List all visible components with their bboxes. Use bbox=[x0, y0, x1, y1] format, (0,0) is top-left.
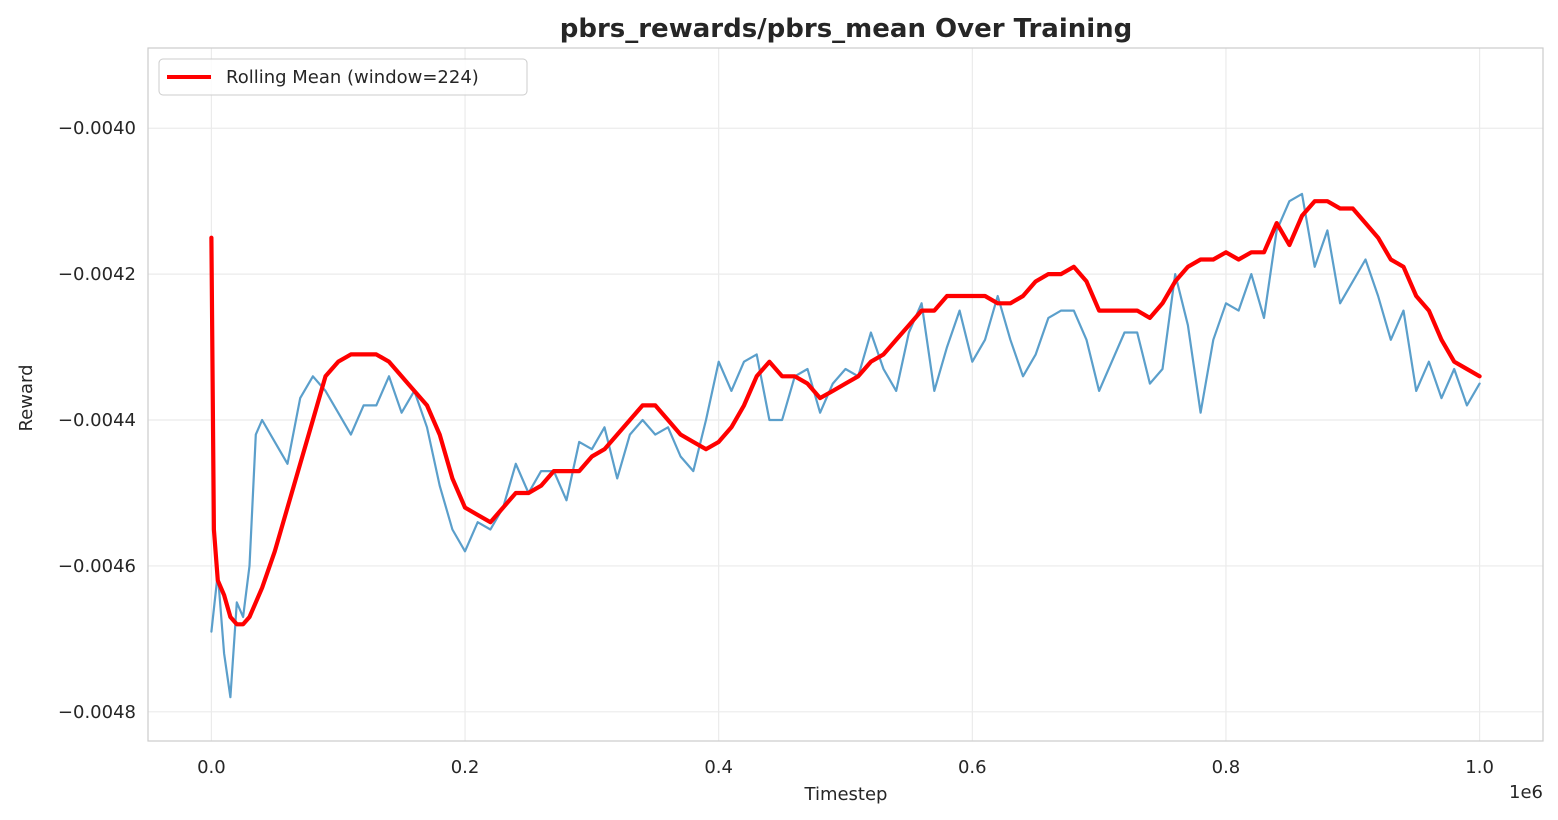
y-axis-ticks: −0.0040 −0.0042 −0.0044 −0.0046 −0.0048 bbox=[58, 118, 136, 723]
x-tick-label: 1.0 bbox=[1465, 757, 1494, 778]
x-tick-label: 0.8 bbox=[1212, 757, 1241, 778]
x-tick-label: 0.6 bbox=[958, 757, 987, 778]
legend-label-rolling-mean: Rolling Mean (window=224) bbox=[226, 67, 479, 88]
rolling-mean-line bbox=[209, 199, 1482, 627]
y-tick-label: −0.0044 bbox=[58, 410, 136, 431]
y-tick-label: −0.0046 bbox=[58, 556, 136, 577]
y-gridlines bbox=[148, 127, 1543, 713]
x-axis-label: Timestep bbox=[804, 784, 888, 805]
series-layer bbox=[209, 192, 1482, 699]
legend-box bbox=[158, 58, 528, 96]
legend: Rolling Mean (window=224) bbox=[158, 58, 528, 96]
x-tick-label: 0.2 bbox=[451, 757, 480, 778]
chart-title: pbrs_rewards/pbrs_mean Over Training bbox=[560, 14, 1133, 44]
x-tick-label: 0.4 bbox=[704, 757, 733, 778]
x-tick-label: 0.0 bbox=[197, 757, 226, 778]
y-tick-label: −0.0042 bbox=[58, 264, 136, 285]
y-tick-label: −0.0048 bbox=[58, 702, 136, 723]
x-axis-offset-text: 1e6 bbox=[1509, 782, 1543, 803]
y-axis-label: Reward bbox=[16, 364, 37, 431]
plot-frame bbox=[147, 47, 1544, 742]
plot-area bbox=[148, 48, 1543, 741]
x-axis-ticks: 0.0 0.2 0.4 0.6 0.8 1.0 bbox=[197, 757, 1494, 778]
y-tick-label: −0.0040 bbox=[58, 118, 136, 139]
raw-reward-line bbox=[210, 192, 1481, 699]
